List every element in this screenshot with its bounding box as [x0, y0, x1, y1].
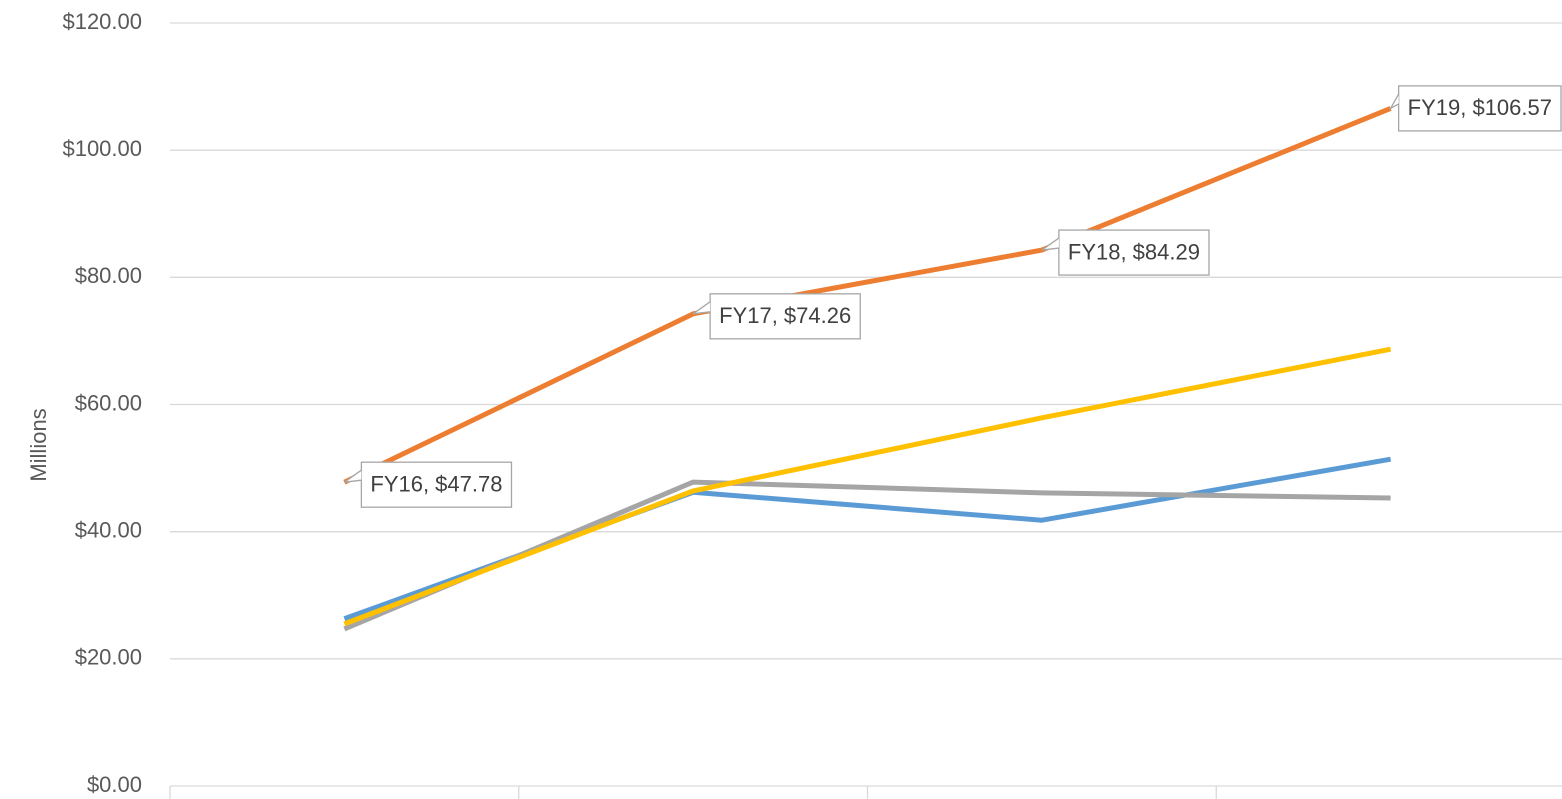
- y-tick-label: $80.00: [75, 263, 142, 288]
- line-series: [343, 106, 1392, 485]
- y-tick-label: $100.00: [62, 136, 142, 161]
- data-label: FY19, $106.57: [1388, 85, 1562, 132]
- line-series: [343, 346, 1392, 627]
- y-tick-label: $20.00: [75, 645, 142, 670]
- y-tick-label: $120.00: [62, 9, 142, 34]
- y-axis-label: Millions: [26, 408, 51, 481]
- data-label-pointer: [692, 301, 711, 315]
- data-label-box: [709, 293, 861, 340]
- data-label: FY18, $84.29: [1041, 229, 1210, 276]
- data-label: FY17, $74.26: [692, 293, 861, 340]
- y-tick-label: $0.00: [87, 772, 142, 797]
- data-label-box: [1398, 85, 1562, 132]
- data-label: FY16, $47.78: [344, 461, 513, 508]
- data-label-box: [1058, 229, 1210, 276]
- y-tick-label: $40.00: [75, 517, 142, 542]
- data-label-text: FY17, $74.26: [719, 303, 851, 328]
- y-tick-label: $60.00: [75, 390, 142, 415]
- data-label-pointer: [1041, 237, 1060, 251]
- data-label-pointer: [1388, 93, 1400, 111]
- data-label-box: [360, 461, 513, 508]
- data-label-text: FY18, $84.29: [1068, 239, 1200, 264]
- data-label-text: FY19, $106.57: [1408, 95, 1552, 120]
- data-label-pointer: [344, 469, 362, 483]
- data-label-text: FY16, $47.78: [370, 472, 502, 497]
